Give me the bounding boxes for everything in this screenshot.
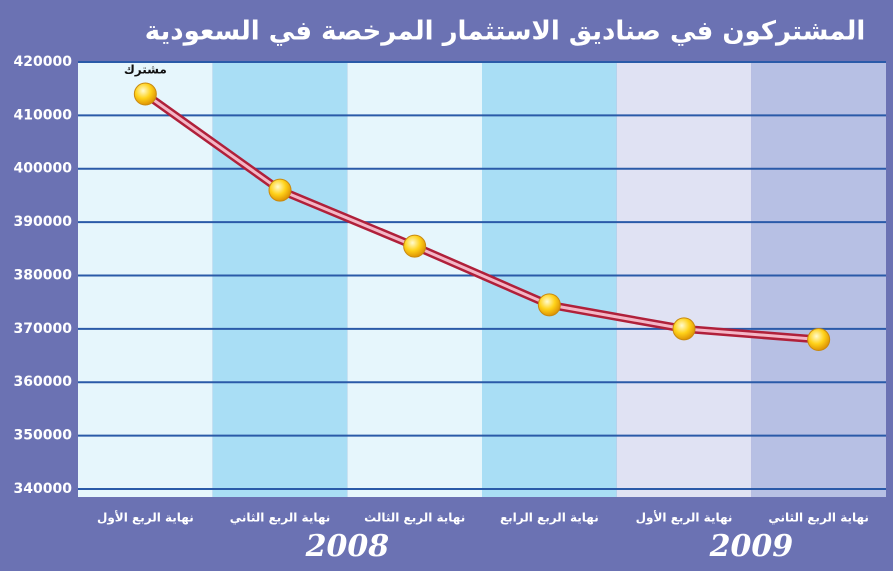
- x-tick-label: نهاية الربع الرابع: [500, 511, 599, 525]
- column-band: [212, 62, 348, 497]
- y-tick-label: 420000: [14, 54, 73, 70]
- year-label: 2008: [305, 529, 390, 564]
- y-tick-label: 340000: [14, 481, 73, 497]
- data-point: [672, 317, 696, 341]
- y-tick-label: 400000: [14, 161, 73, 177]
- column-band: [616, 62, 752, 497]
- x-tick-label: نهاية الربع الثالث: [364, 511, 465, 525]
- year-label: 2009: [709, 529, 794, 564]
- column-band: [347, 62, 482, 497]
- y-tick-label: 360000: [14, 374, 73, 390]
- data-point: [133, 82, 157, 106]
- data-point: [807, 328, 831, 352]
- x-tick-label: نهاية الربع الثاني: [230, 511, 331, 525]
- y-tick-label: 390000: [14, 214, 73, 230]
- data-point: [403, 234, 427, 258]
- series-label: مشترك: [124, 63, 167, 77]
- y-tick-label: 410000: [14, 107, 73, 123]
- y-tick-label: 350000: [14, 428, 73, 444]
- data-point: [268, 178, 292, 202]
- x-tick-label: نهاية الربع الأول: [636, 510, 733, 526]
- x-tick-label: نهاية الربع الأول: [97, 510, 194, 526]
- y-tick-label: 380000: [14, 267, 73, 283]
- column-band: [78, 62, 213, 497]
- y-tick-label: 370000: [14, 321, 73, 337]
- column-band: [482, 62, 617, 497]
- series-line-highlight: [144, 92, 819, 342]
- x-tick-label: نهاية الربع الثاني: [768, 511, 869, 525]
- data-point: [537, 293, 561, 317]
- chart-title: المشتركون في صناديق الاستثمار المرخصة في…: [145, 17, 866, 47]
- column-band: [751, 62, 886, 497]
